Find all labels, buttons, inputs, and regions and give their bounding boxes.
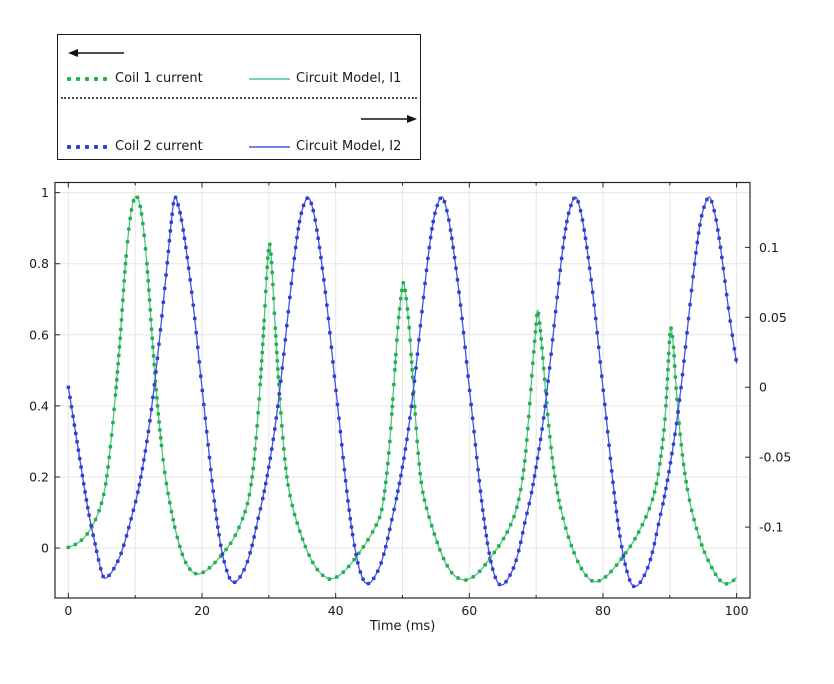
legend-separator xyxy=(61,97,417,99)
legend-box: Coil 1 current Circuit Model, I1 Coil 2 … xyxy=(57,34,421,160)
svg-text:100: 100 xyxy=(725,603,749,618)
svg-text:0.2: 0.2 xyxy=(29,469,49,484)
svg-text:40: 40 xyxy=(328,603,344,618)
circuit1-line-sample-icon xyxy=(249,78,290,80)
circuit2-line-sample-icon xyxy=(249,146,290,148)
series-group xyxy=(66,195,738,589)
svg-text:0.6: 0.6 xyxy=(29,327,49,342)
svg-text:0.05: 0.05 xyxy=(759,310,787,325)
coil2-marker-sample-icon xyxy=(67,145,107,149)
x-axis-title: Time (ms) xyxy=(369,619,436,634)
svg-text:0: 0 xyxy=(759,380,767,395)
gridlines xyxy=(55,182,750,598)
coil-current-markers-2 xyxy=(66,195,738,589)
left-arrow-icon xyxy=(68,49,124,57)
legend-label-coil2: Coil 2 current xyxy=(115,139,203,154)
coil-current-markers-1 xyxy=(66,195,736,586)
coil1-marker-sample-icon xyxy=(67,77,107,81)
right-arrow-icon xyxy=(361,115,417,123)
legend-label-coil1: Coil 1 current xyxy=(115,71,203,86)
legend-label-circuit1: Circuit Model, I1 xyxy=(296,71,402,86)
plot-frame xyxy=(54,181,751,599)
svg-text:-0.1: -0.1 xyxy=(759,520,783,535)
svg-text:0.1: 0.1 xyxy=(759,240,779,255)
svg-text:0: 0 xyxy=(41,541,49,556)
legend-label-circuit2: Circuit Model, I2 xyxy=(296,139,402,154)
tick-labels: 0 20 40 60 80 100 1 0.8 0.6 0.4 0.2 0 0.1 0.05 0 -0.05 -… xyxy=(29,185,791,618)
svg-text:80: 80 xyxy=(595,603,611,618)
svg-text:0.8: 0.8 xyxy=(29,256,49,271)
svg-text:60: 60 xyxy=(461,603,477,618)
svg-text:1: 1 xyxy=(41,185,49,200)
svg-text:0: 0 xyxy=(64,603,72,618)
svg-text:-0.05: -0.05 xyxy=(759,450,791,465)
svg-text:0.4: 0.4 xyxy=(29,398,49,413)
svg-text:20: 20 xyxy=(194,603,210,618)
